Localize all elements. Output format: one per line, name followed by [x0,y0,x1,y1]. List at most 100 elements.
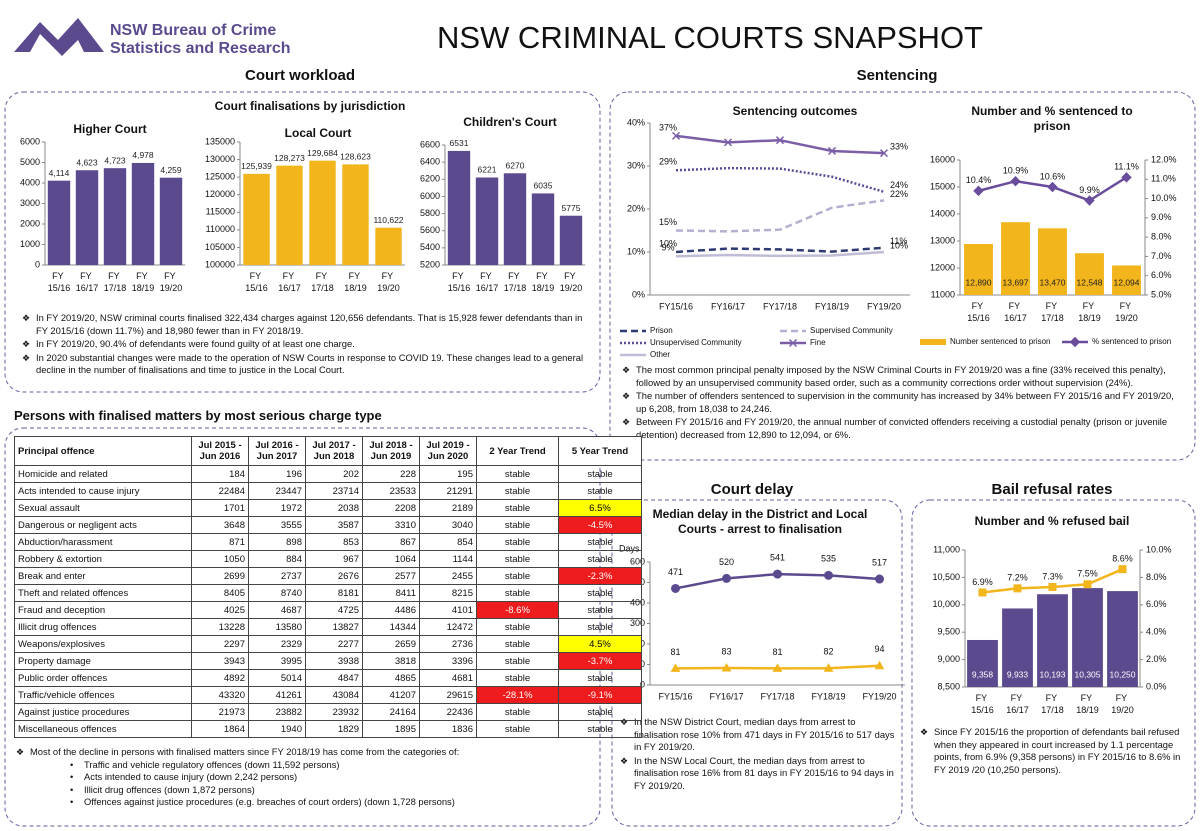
x-tick-label-line: 16/17 [1006,705,1029,715]
data-label: 4,723 [104,155,126,165]
x-tick-label: FY 17/18 [504,271,527,293]
count-cell: 2277 [305,635,363,653]
x-tick-label: FY 15/16 [48,271,71,293]
count-cell: 3648 [191,516,249,534]
y-tick-label: 3000 [20,198,40,208]
offence-name: Public order offences [14,669,192,687]
bar [475,177,499,265]
count-cell: 13228 [191,618,249,636]
data-label: 12,094 [1114,277,1140,287]
logo-line: NSW Bureau of Crime [110,22,277,39]
offence-table: Principal offence Jul 2015 - Jun 2016 Jul … [14,436,642,738]
sentencing-box [609,91,1196,461]
x-tick-label-line: FY [164,271,178,281]
y-tick-label: 6400 [420,157,440,167]
x-tick-label-line: 17/18 [104,283,127,293]
table-row: Fraud and deception 4025 4687 4725 4486 4101-… [14,601,642,619]
count-cell: 5014 [248,669,306,687]
trend-cell: 6.5% [558,499,642,517]
count-cell: 195 [419,465,477,483]
trend-cell: 4.5% [558,635,642,653]
trend-cell: stable [558,703,642,721]
trend-cell: stable [558,465,642,483]
count-cell: 2189 [419,499,477,517]
count-cell: 2455 [419,567,477,585]
note: In the NSW District Court, median days f… [618,716,898,754]
bar [1001,222,1030,295]
legend-label: Prison [650,326,673,335]
data-label: 24% [890,180,908,190]
x-tick-label: FY 19/20 [377,271,400,293]
count-cell: 4847 [305,669,363,687]
bar [531,193,555,265]
x-tick-label-line: FY [480,271,494,281]
trend-cell: -28.1% [476,686,559,704]
trend-cell: stable [476,533,559,551]
header-cell: Principal offence [14,436,192,466]
marker [875,574,884,584]
table-row: Miscellaneous offences 1864 1940 1829 1895 18… [14,720,642,738]
note: Since FY 2015/16 the proportion of defen… [918,726,1186,776]
count-cell: 8405 [191,584,249,602]
offence-name: Illicit drug offences [14,618,192,636]
data-label: 520 [719,557,734,567]
y-tick-label: 14000 [930,208,955,218]
table-row: Sexual assault 1701 1972 2038 2208 2189 stable… [14,499,642,517]
count-cell: 3310 [362,516,420,534]
x-tick-label: FY18/19 [815,301,849,311]
x-tick-label: FY 18/19 [1078,301,1101,323]
y-tick-label: 11,000 [933,544,960,554]
marker [772,663,783,672]
chart-title: Number and % refused bail [974,514,1130,528]
x-tick-label: FY 15/16 [967,301,990,323]
x-tick-label-line: 19/20 [377,283,400,293]
x-tick-label-line: 15/16 [971,705,994,715]
marker [671,131,681,140]
y2-tick-label: 0.0% [1146,681,1167,691]
data-label: 81 [772,647,782,657]
x-tick-label-line: FY [382,271,396,281]
x-tick-label: FY 17/18 [311,271,334,293]
data-label: 7.2% [1007,573,1028,583]
y-tick-label: 6000 [20,136,40,146]
y-tick-label: 4000 [20,177,40,187]
count-cell: 4025 [191,601,249,619]
data-label: 83 [721,646,731,656]
y-tick-label: 110000 [206,224,235,234]
count-cell: 2737 [248,567,306,585]
y-tick-label: 135000 [205,136,235,146]
trend-cell: stable [558,550,642,568]
table-row: Homicide and related 184 196 202 228 195 stabl… [14,465,642,483]
bar [47,180,71,265]
data-label: 128,273 [274,153,305,163]
x-tick-label-line: FY [976,693,990,703]
count-cell: 2297 [191,635,249,653]
y-tick-label: 105000 [205,242,235,252]
marker [721,662,732,672]
data-label: 7.3% [1042,571,1063,581]
x-tick-label-line: FY [972,301,986,311]
data-label: 11% [890,236,907,246]
x-tick-label-line: 18/19 [1076,705,1099,715]
count-cell: 12472 [419,618,477,636]
y-tick-label: 5400 [420,242,440,252]
workload-box [4,91,601,393]
table-row: Acts intended to cause injury 22484 23447 2… [14,482,642,500]
x-tick-label-line: 16/17 [278,283,301,293]
bar [159,177,183,265]
trend-cell: stable [476,550,559,568]
trend-cell: stable [476,584,559,602]
trend-cell: stable [476,516,559,534]
x-tick-label-line: FY [136,271,150,281]
count-cell: 21973 [191,703,249,721]
bar [1002,608,1033,687]
marker [671,583,680,593]
x-tick-label-line: 17/18 [1041,313,1064,323]
x-tick-label-line: 15/16 [245,283,268,293]
marker [823,663,834,672]
x-tick-label-line: 15/16 [48,283,71,293]
x-tick-label: FY17/18 [763,301,797,311]
x-tick-label-line: FY [52,271,66,281]
